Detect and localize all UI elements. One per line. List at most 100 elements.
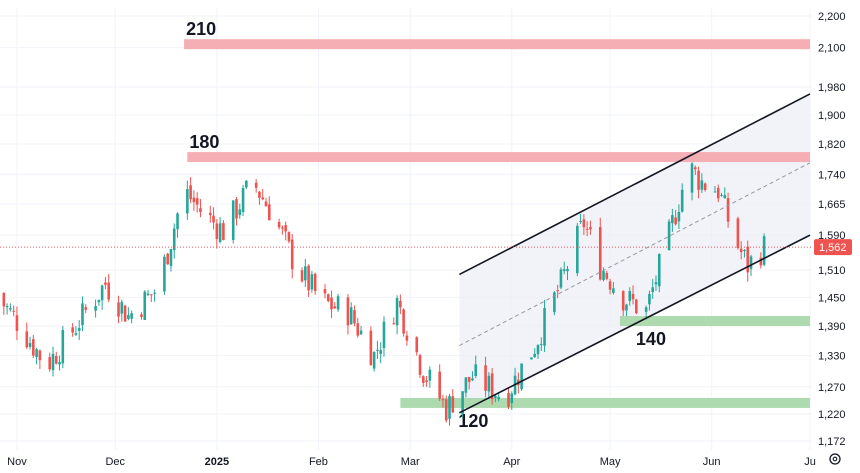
candle-body [703, 183, 707, 190]
candle [48, 352, 52, 372]
candle-body [369, 330, 373, 366]
candle-body [284, 225, 287, 232]
candle [264, 197, 268, 207]
candle [444, 395, 448, 423]
time-tick-label: May [600, 456, 621, 468]
candle [474, 355, 478, 379]
candle [425, 375, 428, 387]
candle [304, 258, 307, 288]
candle [77, 319, 81, 341]
candle [533, 348, 537, 359]
candle-body [422, 376, 425, 383]
candle [694, 165, 697, 176]
candle-body [199, 208, 202, 212]
candle [120, 299, 124, 322]
candle [81, 296, 84, 332]
candle-body [330, 297, 333, 310]
candle-body [104, 282, 107, 285]
candle-body [277, 221, 281, 228]
price-tick-label: 1,740 [818, 169, 846, 181]
candle-body [471, 378, 474, 381]
candle-body [644, 307, 648, 312]
candle [287, 231, 291, 244]
candle-body [694, 167, 697, 170]
candle-body [405, 335, 409, 341]
candle [267, 196, 271, 221]
candle-body [612, 288, 615, 293]
candle [703, 182, 707, 192]
candle [369, 326, 373, 366]
candle [556, 284, 559, 299]
candle-body [467, 376, 471, 382]
candle [71, 323, 74, 337]
candle [186, 180, 189, 220]
candle [245, 179, 248, 190]
settings-icon[interactable] [829, 453, 841, 465]
candles [2, 162, 766, 426]
candle [307, 264, 310, 298]
candle-body [54, 356, 58, 364]
candle-body [598, 227, 602, 280]
candle [464, 377, 468, 398]
candle-body [582, 219, 586, 228]
price-axis[interactable]: 2,2002,1001,9801,9001,8201,7401,6651,590… [814, 11, 852, 448]
candle [143, 290, 147, 320]
candle-body [539, 343, 543, 345]
candle [238, 203, 242, 219]
candle [150, 294, 153, 303]
candle-body [739, 248, 743, 253]
candle [323, 284, 327, 299]
candle [553, 291, 556, 316]
candle-body [172, 228, 176, 251]
candle-body [310, 274, 314, 290]
candle-body [379, 350, 382, 354]
candle-body [58, 361, 61, 365]
candle-body [464, 377, 468, 393]
candle-body [235, 199, 238, 219]
candle [359, 325, 363, 336]
price-tick-label: 2,100 [818, 42, 846, 54]
candle [467, 376, 471, 390]
candle [657, 253, 661, 293]
candle-body [700, 180, 704, 190]
candle [562, 261, 566, 275]
candle [199, 198, 202, 218]
candle-body [140, 314, 143, 317]
candle [300, 267, 304, 283]
candle-body [487, 375, 491, 392]
candle-body [425, 380, 428, 382]
candle [100, 284, 104, 310]
time-axis[interactable]: Nov Dec 2025 Feb Mar Apr May Jun Ju [7, 456, 816, 468]
candle [667, 218, 671, 251]
candle-body [399, 300, 402, 308]
candle [235, 196, 238, 226]
candle [726, 192, 730, 228]
candle [762, 233, 766, 267]
candle-body [130, 313, 133, 319]
candle-body [267, 204, 271, 221]
candle-body [323, 289, 327, 294]
candle-body [510, 393, 514, 404]
candle-body [625, 304, 628, 311]
candle [674, 209, 677, 226]
candle [631, 285, 635, 305]
candle-body [153, 292, 156, 294]
candle [277, 218, 281, 230]
candle-body [5, 306, 9, 308]
candle-body [576, 225, 579, 274]
candle-body [444, 399, 448, 421]
candle-body [559, 269, 563, 288]
candle [510, 391, 514, 410]
candle [15, 306, 19, 341]
candle-body [418, 355, 422, 375]
candle-body [25, 331, 29, 348]
candle-body [100, 285, 104, 301]
candle-body [77, 328, 81, 331]
candle [326, 293, 330, 303]
time-tick-label: Dec [105, 456, 125, 468]
candle-body [349, 307, 353, 325]
candle [310, 271, 314, 293]
candle-body [359, 330, 363, 335]
candle [399, 294, 402, 315]
